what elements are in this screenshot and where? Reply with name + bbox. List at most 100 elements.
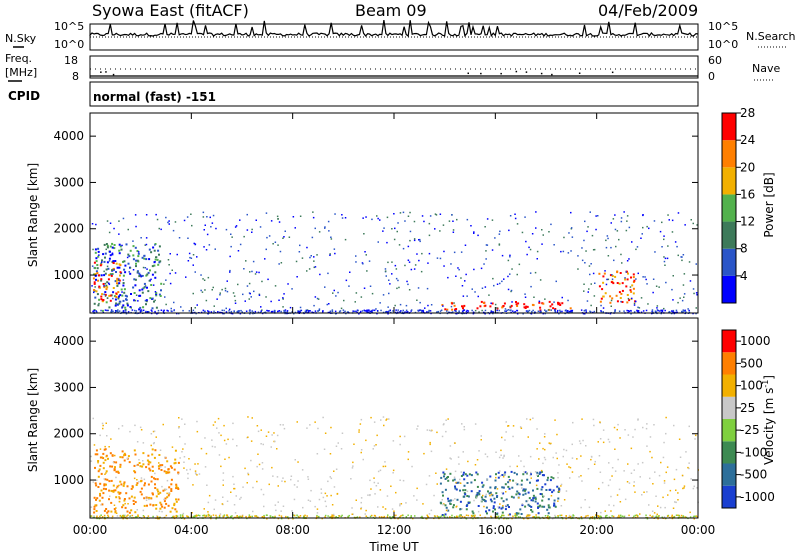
heatmap-cell xyxy=(223,439,226,442)
heatmap-cell xyxy=(527,310,529,313)
heatmap-cell xyxy=(648,504,650,506)
heatmap-cell xyxy=(93,508,96,511)
colorbar-segment xyxy=(722,248,736,276)
heatmap-cell xyxy=(535,227,537,229)
heatmap-cell xyxy=(97,461,99,464)
heatmap-cell xyxy=(594,282,596,284)
heatmap-cell xyxy=(283,236,285,238)
heatmap-cell xyxy=(505,504,507,507)
heatmap-cell xyxy=(502,486,505,489)
heatmap-cell xyxy=(106,511,109,514)
heatmap-cell xyxy=(228,308,231,311)
heatmap-cell xyxy=(646,423,648,425)
heatmap-cell xyxy=(135,484,138,486)
heatmap-cell xyxy=(288,236,291,238)
heatmap-cell xyxy=(582,439,584,442)
heatmap-cell xyxy=(544,483,547,486)
heatmap-cell xyxy=(618,488,621,491)
heatmap-cell xyxy=(600,518,602,520)
heatmap-cell xyxy=(501,254,504,257)
heatmap-cell xyxy=(118,300,121,303)
heatmap-cell xyxy=(104,272,107,275)
heatmap-cell xyxy=(316,297,319,300)
heatmap-cell xyxy=(276,476,279,478)
heatmap-cell xyxy=(529,514,531,516)
heatmap-cell xyxy=(613,504,615,507)
heatmap-cell xyxy=(657,505,659,507)
heatmap-cell xyxy=(632,273,635,276)
heatmap-cell xyxy=(624,498,627,501)
heatmap-cell xyxy=(100,298,103,301)
heatmap-cell xyxy=(151,470,154,472)
heatmap-cell xyxy=(382,506,384,508)
heatmap-cell xyxy=(122,304,125,307)
heatmap-cell xyxy=(592,272,595,275)
heatmap-cell xyxy=(258,293,261,296)
heatmap-cell xyxy=(97,304,100,307)
heatmap-cell xyxy=(518,455,520,457)
freq-left-label-1: Freq. xyxy=(5,52,32,65)
heatmap-cell xyxy=(223,515,225,517)
colorbar-tick-label: 24 xyxy=(740,133,755,147)
heatmap-cell xyxy=(384,465,387,468)
heatmap-cell xyxy=(165,488,168,491)
heatmap-cell xyxy=(135,259,138,262)
heatmap-cell xyxy=(413,495,415,497)
heatmap-cell xyxy=(131,485,134,488)
heatmap-cell xyxy=(196,256,198,258)
heatmap-cell xyxy=(324,226,326,228)
heatmap-cell xyxy=(322,416,324,419)
heatmap-cell xyxy=(94,273,97,276)
heatmap-cell xyxy=(628,514,630,517)
heatmap-cell xyxy=(206,233,209,236)
heatmap-cell xyxy=(358,313,360,315)
heatmap-cell xyxy=(508,506,510,508)
heatmap-cell xyxy=(459,514,461,516)
heatmap-cell xyxy=(405,516,408,518)
heatmap-cell xyxy=(398,244,401,246)
heatmap-cell xyxy=(645,427,648,430)
heatmap-cell xyxy=(247,436,249,438)
heatmap-cell xyxy=(118,263,121,266)
heatmap-cell xyxy=(692,312,694,315)
heatmap-cell xyxy=(149,503,152,506)
heatmap-cell xyxy=(303,515,306,517)
heatmap-cell xyxy=(254,273,257,275)
heatmap-cell xyxy=(322,310,324,313)
heatmap-cell xyxy=(663,480,666,482)
heatmap-cell xyxy=(597,215,599,217)
heatmap-cell xyxy=(159,260,162,263)
heatmap-cell xyxy=(106,261,109,264)
heatmap-cell xyxy=(461,285,464,287)
heatmap-cell xyxy=(298,516,300,518)
heatmap-cell xyxy=(167,494,170,497)
heatmap-cell xyxy=(624,429,626,431)
heatmap-cell xyxy=(568,514,571,517)
heatmap-cell xyxy=(690,478,692,480)
colorbar-segment xyxy=(722,167,736,195)
heatmap-cell xyxy=(157,490,160,493)
heatmap-cell xyxy=(101,259,103,262)
heatmap-cell xyxy=(210,516,212,518)
heatmap-cell xyxy=(124,306,127,309)
heatmap-cell xyxy=(515,482,517,484)
colorbar-frame xyxy=(721,112,737,304)
heatmap-cell xyxy=(604,510,606,512)
heatmap-cell xyxy=(480,435,482,437)
heatmap-cell xyxy=(611,475,613,477)
freq-tick-right-bottom: 0 xyxy=(708,70,715,83)
heatmap-cell xyxy=(657,518,659,520)
heatmap-cell xyxy=(395,268,398,270)
heatmap-cell xyxy=(548,517,550,520)
heatmap-cell xyxy=(162,423,164,426)
heatmap-cell xyxy=(427,262,429,264)
heatmap-cell xyxy=(148,498,150,501)
heatmap-cell xyxy=(402,514,404,517)
heatmap-cell xyxy=(105,508,108,510)
heatmap-cell xyxy=(277,244,279,246)
heatmap-cell xyxy=(196,474,198,476)
heatmap-cell xyxy=(148,467,151,470)
heatmap-cell xyxy=(123,515,125,517)
heatmap-cell xyxy=(636,246,639,248)
heatmap-cell xyxy=(344,238,347,241)
